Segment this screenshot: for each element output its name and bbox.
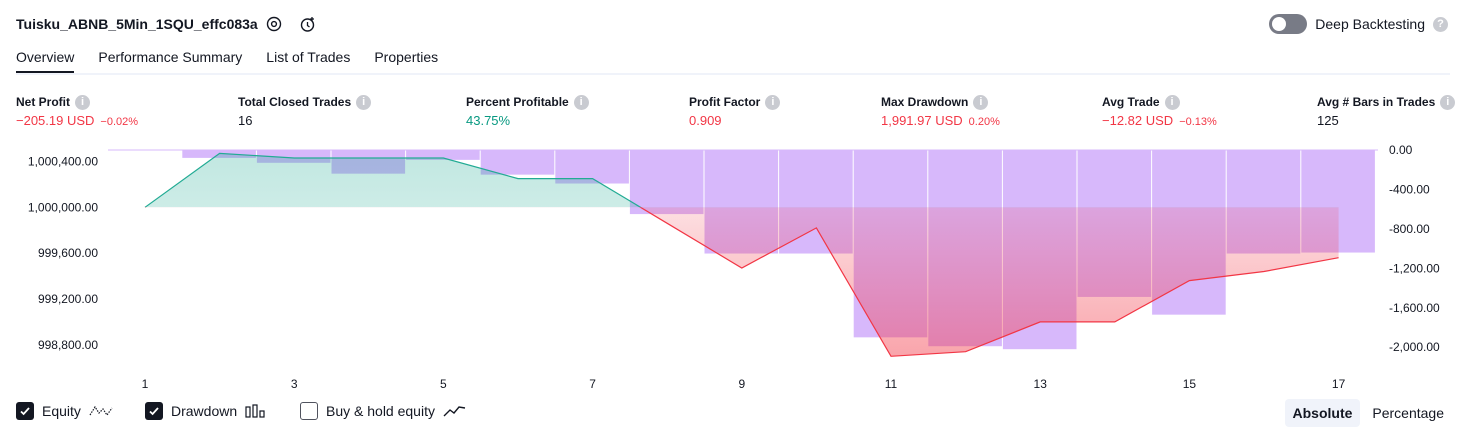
tab-performance-summary[interactable]: Performance Summary: [98, 49, 243, 65]
equity-profit-area: [145, 153, 641, 208]
x-tick-label: 13: [1034, 377, 1048, 391]
drawdown-legend-label: Drawdown: [171, 403, 238, 419]
metric-value: 43.75%: [466, 113, 511, 128]
equity-loss-area: [145, 207, 1339, 357]
metric-profit-factor: Profit Factor i 0.909: [689, 94, 781, 129]
buy-hold-legend-label: Buy & hold equity: [326, 403, 435, 419]
metric-percent: −0.13%: [1179, 116, 1217, 128]
percentage-button[interactable]: Percentage: [1372, 405, 1444, 421]
x-tick-label: 15: [1183, 377, 1197, 391]
equity-line-profit: [144, 152, 642, 208]
drawdown-bars-icon: [245, 404, 265, 418]
tab-divider: [16, 73, 1450, 75]
metric-label: Total Closed Trades: [238, 95, 352, 109]
y-left-tick-label: 1,000,000.00: [28, 200, 98, 214]
help-icon[interactable]: i: [1164, 94, 1180, 110]
tab-properties[interactable]: Properties: [374, 49, 439, 65]
metric-label: Percent Profitable: [466, 95, 569, 109]
metric-avg-bars: Avg # Bars in Trades i 125: [1317, 94, 1456, 129]
y-right-tick-label: -1,600.00: [1389, 301, 1440, 315]
metric-value: 0.909: [689, 113, 722, 128]
equity-line-icon: [89, 405, 113, 417]
deep-backtesting-toggle[interactable]: [1269, 14, 1308, 34]
equity-legend-label: Equity: [42, 403, 81, 419]
metric-label: Max Drawdown: [881, 95, 969, 109]
deep-backtesting-label: Deep Backtesting: [1315, 16, 1425, 32]
help-icon[interactable]: i: [765, 94, 781, 110]
metric-avg-trade: Avg Trade i −12.82 USD −0.13%: [1102, 94, 1217, 130]
tab-overview[interactable]: Overview: [16, 44, 75, 74]
equity-line-loss: [144, 207, 1339, 357]
help-icon[interactable]: i: [75, 94, 90, 110]
metric-value: 1,991.97 USD: [881, 113, 963, 128]
x-tick-label: 9: [738, 377, 745, 391]
help-icon[interactable]: i: [573, 94, 589, 110]
x-tick-label: 11: [885, 377, 898, 391]
buy-hold-line-icon: [443, 406, 466, 417]
metric-value: 16: [238, 113, 253, 128]
tab-list-of-trades[interactable]: List of Trades: [266, 49, 351, 65]
view-mode-switch: Absolute Percentage: [1284, 399, 1453, 427]
metric-net-profit: Net Profit i −205.19 USD −0.02%: [16, 94, 138, 130]
x-tick-label: 1: [142, 377, 149, 391]
metric-percent: −0.02%: [100, 116, 139, 128]
x-tick-label: 5: [440, 377, 447, 391]
legend-drawdown[interactable]: Drawdown: [145, 402, 267, 420]
settings-gear-icon[interactable]: [264, 14, 284, 34]
x-tick-label: 17: [1332, 377, 1346, 391]
equity-drawdown-chart[interactable]: 1,000,400.00 1,000,000.00 999,600.00 999,20…: [0, 140, 1466, 395]
metric-percent-profitable: Percent Profitable i 43.75%: [466, 94, 589, 129]
metric-value: 125: [1317, 113, 1339, 128]
drawdown-checkbox[interactable]: [145, 402, 163, 420]
add-alert-clock-icon[interactable]: [298, 14, 318, 34]
help-icon[interactable]: i: [356, 94, 372, 110]
y-right-tick-label: 0.00: [1389, 143, 1413, 157]
y-right-tick-label: -2,000.00: [1389, 340, 1440, 354]
metric-label: Avg # Bars in Trades: [1317, 95, 1436, 109]
y-left-tick-label: 998,800.00: [38, 338, 98, 352]
metric-label: Avg Trade: [1102, 95, 1160, 109]
y-right-tick-label: -800.00: [1389, 222, 1430, 236]
deep-backtesting-control: Deep Backtesting ?: [1269, 14, 1448, 34]
help-icon[interactable]: i: [973, 94, 989, 110]
x-tick-label: 3: [291, 377, 298, 391]
y-left-tick-label: 999,200.00: [38, 292, 98, 306]
y-right-tick-label: -400.00: [1389, 182, 1430, 196]
y-left-tick-label: 1,000,400.00: [28, 154, 98, 168]
deep-backtesting-help-icon[interactable]: ?: [1433, 16, 1448, 32]
help-icon[interactable]: i: [1440, 94, 1456, 110]
drawdown-bar: [629, 150, 704, 215]
legend-buy-hold[interactable]: Buy & hold equity: [300, 402, 467, 420]
metric-value: −205.19 USD: [16, 113, 95, 128]
drawdown-bar: [480, 150, 555, 175]
drawdown-bar: [406, 150, 480, 160]
strategy-title: Tuisku_ABNB_5Min_1SQU_effc083a: [16, 16, 258, 32]
report-tabs: Overview Performance Summary List of Tra…: [16, 44, 438, 74]
metric-label: Profit Factor: [689, 95, 761, 109]
absolute-button[interactable]: Absolute: [1284, 399, 1361, 427]
y-left-tick-label: 999,600.00: [38, 246, 98, 260]
equity-checkbox[interactable]: [16, 402, 34, 420]
metric-value: −12.82 USD: [1102, 113, 1174, 128]
y-right-tick-label: -1,200.00: [1389, 261, 1440, 275]
metric-total-closed-trades: Total Closed Trades i 16: [238, 94, 372, 129]
drawdown-bar: [555, 150, 629, 184]
metric-label: Net Profit: [16, 95, 70, 109]
x-tick-label: 7: [589, 377, 596, 391]
metric-percent: 0.20%: [968, 116, 1000, 128]
legend-equity[interactable]: Equity: [16, 402, 113, 420]
metric-max-drawdown: Max Drawdown i 1,991.97 USD 0.20%: [881, 94, 1000, 130]
buy-hold-checkbox[interactable]: [300, 402, 318, 420]
